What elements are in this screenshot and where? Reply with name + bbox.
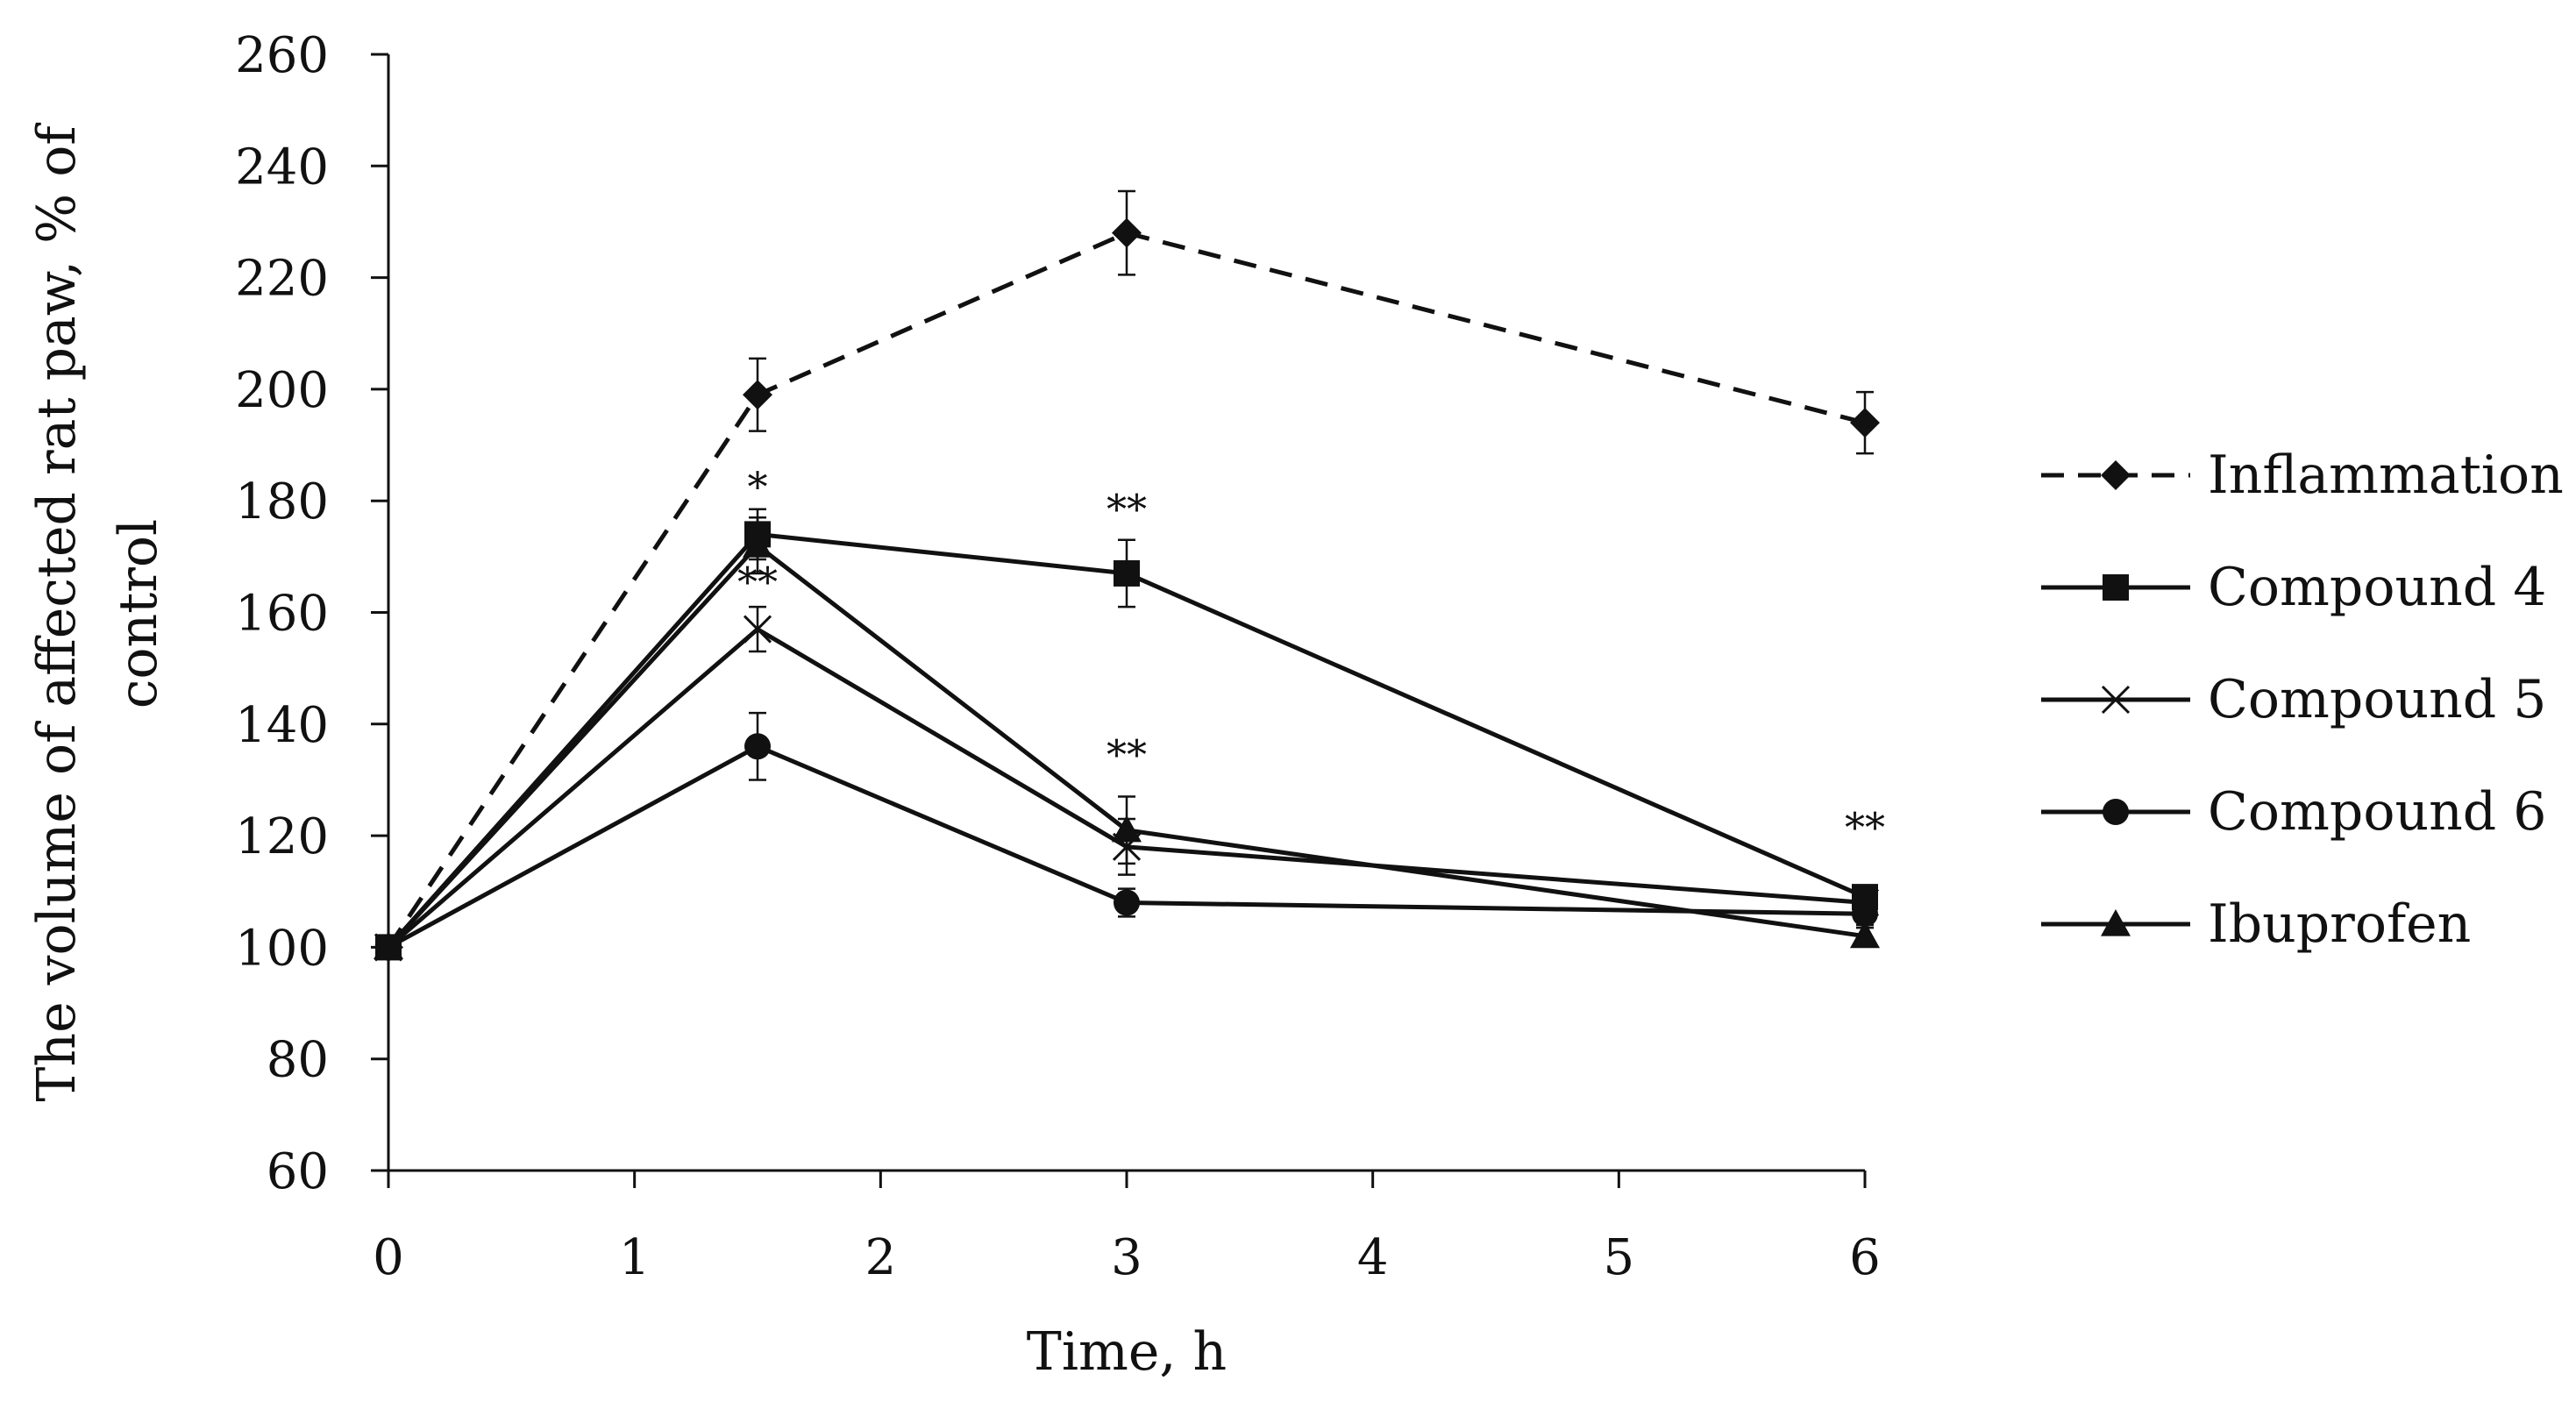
y-tick-label: 200 <box>235 362 329 419</box>
legend-marker-compound-4 <box>2103 574 2129 601</box>
x-axis-title: Time, h <box>1027 1321 1227 1383</box>
data-point-ibuprofen <box>743 530 772 558</box>
y-tick-label: 140 <box>235 697 329 754</box>
y-axis-title: control <box>108 519 169 708</box>
x-tick-label: 4 <box>1357 1229 1389 1286</box>
series-line-ibuprofen <box>387 543 1866 950</box>
data-point-ibuprofen <box>1112 815 1142 843</box>
y-tick-label: 220 <box>235 251 329 308</box>
x-tick-label: 2 <box>865 1229 897 1286</box>
x-tick-label: 1 <box>619 1229 651 1286</box>
x-tick-label: 5 <box>1604 1229 1635 1286</box>
significance-marker: ** <box>1107 731 1147 779</box>
y-tick-label: 80 <box>267 1032 329 1089</box>
legend-label-inflammation: Inflammation <box>2208 445 2564 506</box>
y-tick-label: 100 <box>235 920 329 977</box>
data-point-compound-6 <box>744 733 771 760</box>
y-tick-label: 60 <box>267 1143 329 1200</box>
series-line-compound-4 <box>387 531 1867 950</box>
series-line-inflammation <box>386 231 1866 949</box>
data-point-compound-6 <box>1852 900 1878 928</box>
data-point-ibuprofen <box>1850 921 1880 949</box>
legend: Inflammation Compound 4 Compound 5 Compound… <box>2041 445 2564 955</box>
data-point-inflammation <box>1850 408 1880 438</box>
significance-marker: ** <box>737 558 778 605</box>
legend-marker-compound-6 <box>2103 799 2129 825</box>
legend-marker-compound-5 <box>2101 685 2131 715</box>
error-bars <box>749 189 1874 946</box>
y-axis-title: The volume of affected rat paw, % of <box>26 123 88 1102</box>
series-markers <box>374 217 1880 963</box>
data-point-compound-6 <box>1114 889 1140 916</box>
significance-marker: * <box>748 463 768 510</box>
significance-marker: ** <box>1845 803 1885 850</box>
significance-marker: ** <box>1107 486 1147 533</box>
legend-label-compound-5: Compound 5 <box>2208 669 2546 730</box>
legend-marker-inflammation <box>2101 460 2131 490</box>
significance-annotations: * ******** <box>737 463 1885 850</box>
data-point-ibuprofen <box>374 932 403 959</box>
legend-label-compound-4: Compound 4 <box>2208 557 2546 618</box>
x-tick-label: 6 <box>1849 1229 1881 1286</box>
data-point-inflammation <box>743 380 772 410</box>
data-point-inflammation <box>1112 217 1142 248</box>
y-tick-label: 180 <box>235 473 329 530</box>
series-line-compound-6 <box>387 744 1866 950</box>
legend-marker-ibuprofen <box>2101 909 2131 936</box>
data-point-compound-4 <box>1114 559 1140 587</box>
y-tick-label: 240 <box>235 139 329 196</box>
series-lines <box>386 231 1867 950</box>
axes: 60 80 100 120 140 160 180 200 220 240 260 0 1 2 3 4 5 6 Ti… <box>26 27 1881 1383</box>
y-tick-label: 160 <box>235 586 329 643</box>
y-tick-label: 260 <box>235 27 329 84</box>
legend-label-ibuprofen: Ibuprofen <box>2208 893 2471 955</box>
data-point-compound-5 <box>743 615 772 644</box>
legend-label-compound-6: Compound 6 <box>2208 781 2546 843</box>
x-tick-label: 0 <box>373 1229 404 1286</box>
x-tick-label: 3 <box>1111 1229 1142 1286</box>
y-tick-label: 120 <box>235 808 329 865</box>
series-line-compound-5 <box>387 627 1866 950</box>
